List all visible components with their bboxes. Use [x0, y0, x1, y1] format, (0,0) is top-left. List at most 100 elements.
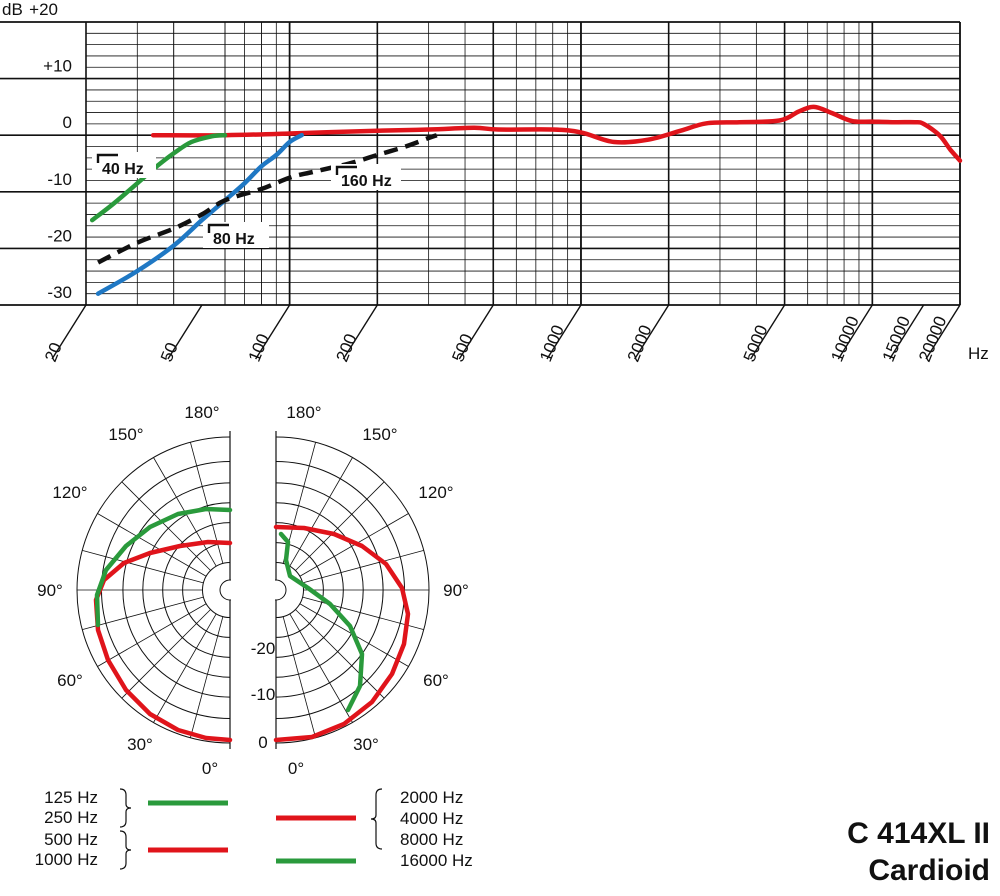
- radial-label: -20: [251, 639, 276, 658]
- polar-spoke: [295, 481, 385, 571]
- legend-brace: [119, 830, 132, 870]
- polar-spoke: [289, 613, 353, 723]
- cutoff-annotations: 40 Hz 80 Hz 160 Hz: [92, 152, 401, 248]
- x-tick-label: 5000: [740, 322, 772, 364]
- angle-label-left: 150°: [108, 425, 143, 444]
- angle-label-left: 120°: [52, 483, 87, 502]
- angle-label-left: 90°: [37, 581, 63, 600]
- cutoff-text: 40 Hz: [102, 161, 144, 178]
- x-tick-label: 100: [245, 331, 273, 364]
- y-tick-label: +10: [43, 57, 72, 76]
- legend-label: 1000 Hz: [35, 850, 98, 869]
- polar-spoke: [302, 596, 424, 630]
- cutoff-label: 80 Hz: [203, 222, 269, 248]
- polar-center-gap: [231, 578, 275, 602]
- y-tick-label: 0: [63, 113, 72, 132]
- polar-spoke: [82, 550, 204, 584]
- model-title: C 414XL II Cardioid: [847, 817, 990, 887]
- model-name: C 414XL II: [847, 817, 990, 850]
- slope-symbol: [96, 153, 118, 163]
- legend-brace: [119, 788, 132, 828]
- frequency-grid: [0, 21, 961, 306]
- x-tick-mark: [167, 304, 203, 360]
- frequency-curves: [89, 104, 963, 296]
- y-tick-label: -30: [47, 283, 72, 302]
- cutoff-text: 160 Hz: [341, 173, 392, 190]
- legend-label: 2000 Hz: [400, 788, 463, 807]
- legend-label: 125 Hz: [44, 788, 98, 807]
- response-curve-2: [95, 132, 304, 296]
- polar-spoke: [97, 603, 207, 667]
- x-tick-label: 200: [332, 331, 360, 364]
- cutoff-label: 40 Hz: [92, 152, 156, 178]
- y-axis-label: dB: [2, 0, 23, 19]
- x-axis-label: Hz: [968, 344, 989, 363]
- polar-spoke: [121, 609, 211, 699]
- polar-spoke: [121, 481, 211, 571]
- pattern-name: Cardioid: [868, 854, 990, 887]
- x-tick-label: 1000: [536, 322, 568, 364]
- angle-label-left: 180°: [184, 403, 219, 422]
- polar-spoke: [289, 457, 353, 567]
- legend-label: 500 Hz: [44, 830, 98, 849]
- polar-curve-left-green: [94, 506, 233, 628]
- response-curve-0: [150, 104, 963, 163]
- polar-spoke: [82, 596, 204, 630]
- x-tick-label: 2000: [624, 322, 656, 364]
- cutoff-box: [92, 152, 156, 178]
- polar-spoke: [153, 613, 217, 723]
- y-tick-label: -20: [47, 226, 72, 245]
- x-tick-mark: [634, 304, 670, 360]
- legend-label: 250 Hz: [44, 808, 98, 827]
- polar-plot: 180° 150° 120° 90° 60° 30° 0° 180° 150° 120° 90° 60…: [37, 403, 469, 778]
- y-tick-label: +20: [29, 0, 58, 19]
- polar-spoke: [302, 550, 424, 584]
- x-tick-mark: [255, 304, 291, 360]
- angle-label-right: 120°: [418, 483, 453, 502]
- radial-label: -10: [251, 685, 276, 704]
- polar-spoke: [282, 616, 316, 738]
- x-tick-mark: [925, 304, 961, 360]
- angle-label-left: 0°: [202, 759, 218, 778]
- angle-label-right: 180°: [286, 403, 321, 422]
- cutoff-label: 160 Hz: [331, 164, 401, 190]
- cutoff-text: 80 Hz: [213, 231, 255, 248]
- x-tick-mark: [51, 304, 87, 360]
- x-tick-mark: [546, 304, 582, 360]
- x-tick-label: 10000: [827, 314, 862, 365]
- angle-label-right: 0°: [288, 759, 304, 778]
- legend-label: 16000 Hz: [400, 851, 473, 870]
- response-curve-3: [97, 133, 438, 265]
- x-tick-mark: [889, 304, 925, 360]
- x-tick-mark: [342, 304, 378, 360]
- angle-label-left: 30°: [127, 735, 153, 754]
- response-curve-1: [89, 132, 228, 223]
- angle-label-right: 90°: [443, 581, 469, 600]
- x-tick-mark: [750, 304, 786, 360]
- polar-curve-right-green: [278, 531, 365, 713]
- radial-label: 0: [258, 733, 267, 752]
- legend-brace: [370, 788, 383, 850]
- x-tick-label: 20000: [915, 314, 950, 365]
- legend-label: 4000 Hz: [400, 809, 463, 828]
- y-tick-label: -10: [47, 170, 72, 189]
- x-tick-label: 15000: [879, 314, 914, 365]
- angle-label-left: 60°: [57, 671, 83, 690]
- x-tick-label: 500: [448, 331, 476, 364]
- slope-symbol: [207, 223, 229, 233]
- slope-symbol: [335, 165, 357, 175]
- polar-spoke: [97, 513, 207, 577]
- angle-label-right: 150°: [362, 425, 397, 444]
- angle-label-right: 60°: [423, 671, 449, 690]
- polar-spoke: [295, 609, 385, 699]
- legend-label: 8000 Hz: [400, 830, 463, 849]
- x-tick-mark: [837, 304, 873, 360]
- cutoff-box: [331, 164, 401, 190]
- x-tick-mark: [458, 304, 494, 360]
- polar-spoke: [190, 616, 224, 738]
- cutoff-box: [203, 222, 269, 248]
- polar-curve-right-red: [273, 524, 411, 743]
